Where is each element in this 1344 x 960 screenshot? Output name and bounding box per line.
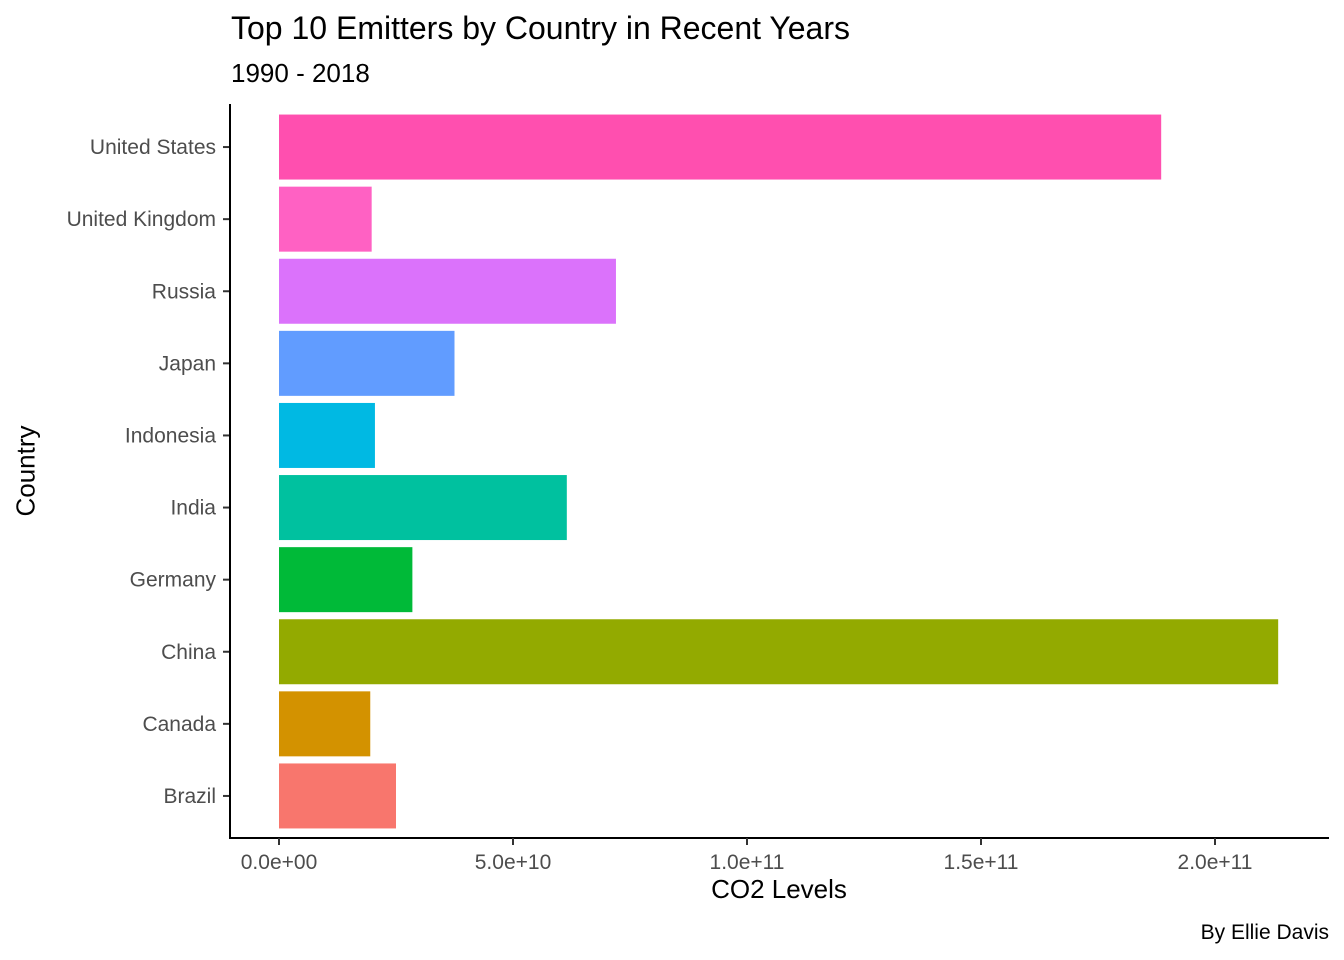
bar-japan [279, 330, 455, 396]
y-tick-label: Japan [159, 352, 216, 375]
bar-india [279, 475, 567, 541]
bar-canada [279, 691, 371, 757]
chart-title: Top 10 Emitters by Country in Recent Yea… [231, 10, 850, 46]
x-tick-label: 2.0e+11 [1178, 851, 1253, 874]
y-tick-label: Canada [142, 713, 216, 736]
bar-germany [279, 547, 413, 613]
y-tick-label: United States [90, 136, 216, 159]
bar-russia [279, 258, 616, 324]
bar-united-kingdom [279, 186, 372, 252]
y-tick-label: India [170, 497, 216, 520]
y-tick-label: China [161, 641, 216, 664]
y-tick-label: Brazil [163, 785, 216, 808]
bar-china [279, 619, 1279, 685]
x-axis-label: CO2 Levels [711, 874, 847, 904]
y-tick-label: Indonesia [125, 424, 216, 447]
chart-caption: By Ellie Davis [1200, 921, 1329, 944]
bar-united-states [279, 114, 1162, 180]
y-tick-label: Russia [152, 280, 217, 303]
bar-brazil [279, 763, 396, 829]
chart-subtitle: 1990 - 2018 [231, 58, 370, 88]
x-tick-label: 1.0e+11 [710, 851, 785, 874]
x-tick-label: 0.0e+00 [241, 851, 318, 874]
y-axis-label: Country [10, 425, 41, 517]
x-tick-label: 5.0e+10 [475, 851, 552, 874]
x-tick-label: 1.5e+11 [944, 851, 1019, 874]
y-tick-label: United Kingdom [67, 208, 216, 231]
y-tick-label: Germany [130, 569, 217, 592]
bar-indonesia [279, 402, 375, 468]
